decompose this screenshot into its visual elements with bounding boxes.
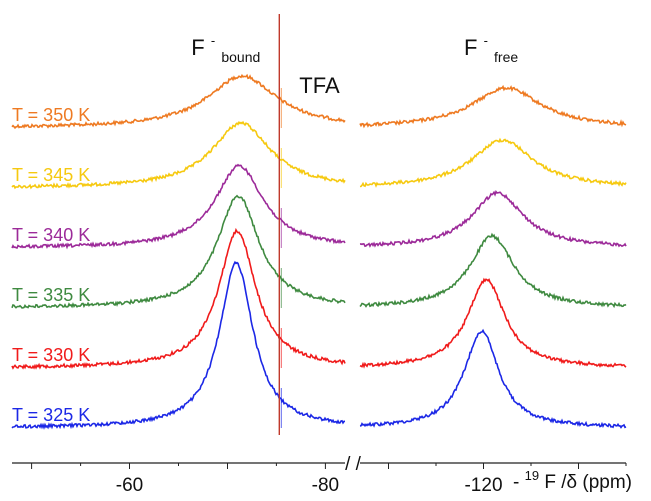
trace-325K-free bbox=[359, 328, 627, 429]
trace-325K-bound bbox=[11, 260, 346, 430]
series-label-345K: T = 345 K bbox=[12, 165, 90, 185]
trace-350K-free bbox=[359, 84, 627, 129]
svg-text:F - bound: F - bound bbox=[191, 25, 260, 65]
bound-label-sub: bound bbox=[221, 49, 260, 65]
tick-label: -60 bbox=[116, 475, 143, 496]
x-axis-title: - 19 F /δ (ppm) bbox=[513, 464, 632, 493]
trace-330K-bound bbox=[11, 227, 346, 370]
bound-label-main: F bbox=[191, 35, 204, 60]
trace-335K-bound bbox=[11, 194, 346, 309]
axis-break-marker: / / bbox=[345, 454, 362, 475]
free-peak-label: F - free bbox=[464, 25, 518, 65]
x-axis-title-main: F /δ (ppm) bbox=[544, 472, 632, 493]
trace-345K-free bbox=[359, 137, 627, 188]
free-label-main: F bbox=[464, 35, 477, 60]
tick-label: -80 bbox=[312, 475, 339, 496]
x-axis: -60 -80 -120 / / bbox=[12, 454, 627, 496]
tfa-reference-lines bbox=[278, 14, 282, 435]
x-axis-title-prefix: - bbox=[513, 472, 519, 493]
trace-350K-bound bbox=[11, 73, 346, 130]
series-label-350K: T = 350 K bbox=[12, 105, 90, 125]
x-axis-title-sup: 19 bbox=[525, 468, 539, 483]
spectra-traces bbox=[11, 73, 627, 430]
trace-345K-bound bbox=[11, 120, 346, 190]
trace-340K-free bbox=[359, 190, 627, 248]
trace-335K-free bbox=[359, 232, 627, 309]
svg-text:F - free: F - free bbox=[464, 25, 518, 65]
series-label-330K: T = 330 K bbox=[12, 345, 90, 365]
trace-340K-bound bbox=[11, 163, 346, 250]
tick-label: -120 bbox=[464, 475, 502, 496]
series-label-335K: T = 335 K bbox=[12, 285, 90, 305]
temperature-labels: T = 350 K T = 345 K T = 340 K T = 335 K T = … bbox=[12, 105, 90, 425]
free-label-sub: free bbox=[494, 49, 518, 65]
series-label-340K: T = 340 K bbox=[12, 225, 90, 245]
bound-peak-label: F - bound bbox=[191, 25, 260, 65]
bound-label-sup: - bbox=[211, 33, 215, 48]
trace-330K-free bbox=[359, 277, 627, 369]
series-label-325K: T = 325 K bbox=[12, 405, 90, 425]
tfa-label: TFA bbox=[299, 73, 340, 98]
free-label-sup: - bbox=[484, 33, 488, 48]
